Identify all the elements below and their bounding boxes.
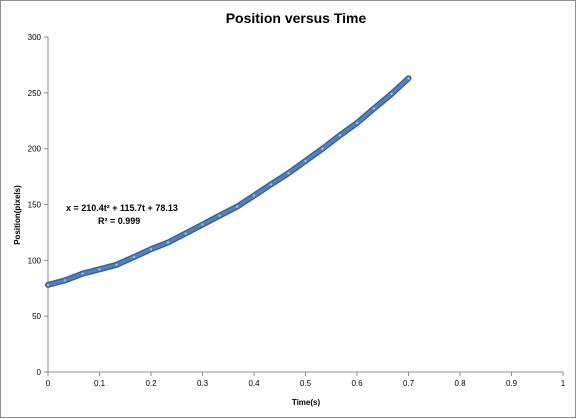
- data-point: [338, 134, 342, 137]
- x-tick-label: 0.5: [300, 379, 312, 388]
- data-point: [184, 232, 187, 235]
- data-point: [218, 214, 221, 217]
- data-point: [98, 268, 101, 271]
- r-squared-label: R² = 0.999: [98, 216, 140, 226]
- x-tick-label: 0.3: [197, 379, 209, 388]
- data-point: [46, 283, 50, 287]
- data-point: [304, 159, 307, 163]
- y-axis-title: Position(pixels): [13, 185, 22, 245]
- y-tick-label: 150: [28, 201, 42, 210]
- series-line-outline: [45, 75, 412, 288]
- y-tick-label: 100: [28, 256, 42, 265]
- series-line: [46, 76, 411, 287]
- trendline-equation: x = 210.4t² + 115.7t + 78.13: [66, 203, 178, 213]
- data-point: [201, 223, 204, 226]
- x-tick-label: 0.7: [403, 379, 415, 388]
- x-tick-label: 0.1: [94, 379, 106, 388]
- data-point: [132, 255, 136, 259]
- data-point: [149, 247, 153, 251]
- y-tick-label: 300: [28, 33, 42, 42]
- data-point: [355, 121, 359, 125]
- x-tick-label: 1: [561, 379, 566, 388]
- series-layer: [45, 75, 412, 288]
- data-point: [372, 107, 376, 110]
- chart-title: Position versus Time: [226, 10, 367, 26]
- x-tick-label: 0.9: [506, 379, 518, 388]
- data-point: [81, 272, 84, 275]
- data-point: [115, 263, 118, 266]
- y-tick-label: 50: [32, 312, 41, 321]
- y-axis-ticks: 0 50 100 150 200 250 300: [28, 33, 48, 377]
- x-tick-label: 0: [46, 379, 51, 388]
- data-point: [166, 241, 170, 244]
- data-point: [321, 147, 324, 150]
- data-point: [390, 92, 393, 96]
- data-point: [63, 279, 67, 282]
- y-tick-label: 200: [28, 145, 42, 154]
- data-point: [287, 172, 290, 175]
- data-point: [407, 77, 410, 80]
- x-tick-label: 0.8: [454, 379, 466, 388]
- x-tick-label: 0.4: [248, 379, 260, 388]
- data-point: [252, 194, 256, 197]
- x-tick-label: 0.2: [145, 379, 157, 388]
- x-axis-title: Time(s): [292, 398, 321, 407]
- data-point: [235, 205, 239, 208]
- x-axis-ticks: 0 0.1 0.2 0.3 0.4 0.5 0.6 0.7 0.8 0.9 1: [46, 372, 566, 388]
- y-tick-label: 250: [28, 89, 42, 98]
- y-tick-label: 0: [37, 368, 42, 377]
- x-tick-label: 0.6: [351, 379, 363, 388]
- data-point: [269, 183, 273, 186]
